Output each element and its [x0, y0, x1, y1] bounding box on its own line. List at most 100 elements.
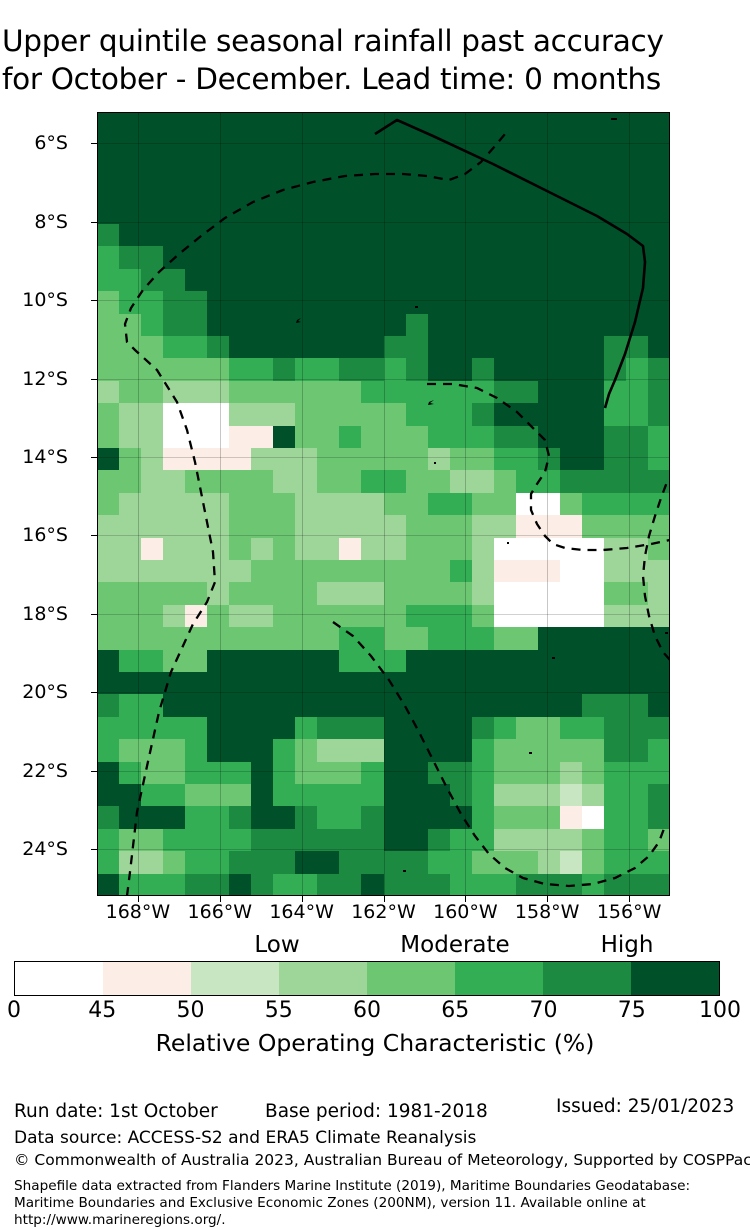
heatmap-cell — [361, 380, 385, 404]
heatmap-cell — [97, 448, 120, 471]
heatmap-cell — [317, 537, 340, 561]
heatmap-cell — [97, 828, 120, 852]
heatmap-cell — [317, 784, 340, 807]
heatmap-cell — [251, 470, 274, 494]
heatmap-cell — [581, 604, 605, 628]
heatmap-cell — [207, 201, 230, 225]
heatmap-cell — [427, 380, 451, 404]
heatmap-cell — [361, 201, 385, 225]
heatmap-cell — [251, 268, 274, 292]
heatmap-cell — [515, 268, 539, 292]
heatmap-cell — [647, 851, 670, 875]
heatmap-cell — [515, 336, 539, 359]
heatmap-cell — [163, 336, 186, 359]
colorbar[interactable] — [14, 961, 720, 996]
heatmap-cell-layer — [97, 112, 670, 896]
heatmap-cell — [163, 784, 186, 807]
heatmap-cell — [515, 156, 539, 180]
heatmap-cell — [361, 537, 385, 561]
heatmap-cell — [515, 112, 539, 135]
heatmap-cell — [251, 201, 274, 225]
heatmap-cell — [449, 672, 473, 695]
heatmap-cell — [581, 201, 605, 225]
heatmap-cell — [251, 761, 274, 785]
heatmap-cell — [339, 179, 363, 203]
colorbar-tick-label: 50 — [176, 998, 205, 1023]
page-title: Upper quintile seasonal rainfall past ac… — [0, 22, 750, 98]
x-tick-mark — [219, 896, 221, 902]
heatmap-cell — [603, 560, 627, 583]
heatmap-cell — [251, 492, 274, 516]
heatmap-cell — [515, 492, 539, 516]
heatmap-cell — [229, 224, 252, 247]
heatmap-cell — [141, 134, 164, 158]
heatmap-cell — [405, 627, 429, 651]
heatmap-cell — [207, 873, 230, 896]
heatmap-cell — [163, 761, 186, 785]
heatmap-cell — [119, 336, 142, 359]
heatmap-cell — [581, 649, 605, 673]
heatmap-cell — [361, 358, 385, 382]
heatmap-cell — [449, 156, 473, 180]
heatmap-cell — [119, 470, 142, 494]
heatmap-cell — [427, 649, 451, 673]
colorbar-tick-label: 70 — [529, 998, 558, 1023]
heatmap-cell — [603, 156, 627, 180]
heatmap-cell — [449, 246, 473, 270]
heatmap-cell — [119, 358, 142, 382]
heatmap-cell — [185, 582, 208, 606]
heatmap-cell — [559, 604, 583, 628]
heatmap-cell — [449, 291, 473, 315]
heatmap-cell — [229, 313, 252, 337]
heatmap-cell — [405, 403, 429, 427]
heatmap-cell — [163, 739, 186, 763]
heatmap-cell — [339, 425, 363, 449]
heatmap-cell — [581, 448, 605, 471]
heatmap-cell — [229, 246, 252, 270]
heatmap-cell — [449, 649, 473, 673]
heatmap-cell — [427, 828, 451, 852]
heatmap-cell — [471, 806, 495, 830]
heatmap-cell — [383, 806, 407, 830]
heatmap-cell — [603, 380, 627, 404]
heatmap-cell — [625, 313, 649, 337]
heatmap-cell — [361, 560, 385, 583]
heatmap-cell — [383, 784, 407, 807]
heatmap-cell — [295, 179, 318, 203]
heatmap-cell — [339, 537, 363, 561]
heatmap-cell — [383, 761, 407, 785]
heatmap-cell — [185, 649, 208, 673]
heatmap-cell — [625, 672, 649, 695]
heatmap-cell — [163, 649, 186, 673]
heatmap-cell — [471, 425, 495, 449]
heatmap-cell — [97, 672, 120, 695]
heatmap-cell — [141, 179, 164, 203]
heatmap-cell — [361, 112, 385, 135]
heatmap-cell — [317, 336, 340, 359]
colorbar-tick-label: 100 — [699, 998, 741, 1023]
heatmap-cell — [471, 739, 495, 763]
heatmap-cell — [537, 851, 561, 875]
heatmap-cell — [163, 582, 186, 606]
heatmap-cell — [493, 425, 517, 449]
colorbar-axis-label: Relative Operating Characteristic (%) — [155, 1029, 595, 1057]
heatmap-cell — [449, 179, 473, 203]
heatmap-cell — [185, 627, 208, 651]
heatmap-cell — [229, 784, 252, 807]
heatmap-cell — [449, 134, 473, 158]
y-tick-mark — [91, 613, 97, 615]
heatmap-cell — [339, 156, 363, 180]
heatmap-cell — [515, 134, 539, 158]
heatmap-cell — [295, 492, 318, 516]
heatmap-cell — [427, 313, 451, 337]
heatmap-cell — [537, 291, 561, 315]
heatmap-cell — [449, 224, 473, 247]
heatmap-cell — [185, 425, 208, 449]
roc-heatmap-map[interactable] — [97, 112, 670, 896]
heatmap-cell — [449, 268, 473, 292]
heatmap-cell — [449, 761, 473, 785]
heatmap-cell — [537, 492, 561, 516]
heatmap-cell — [427, 806, 451, 830]
heatmap-cell — [207, 672, 230, 695]
heatmap-cell — [251, 739, 274, 763]
